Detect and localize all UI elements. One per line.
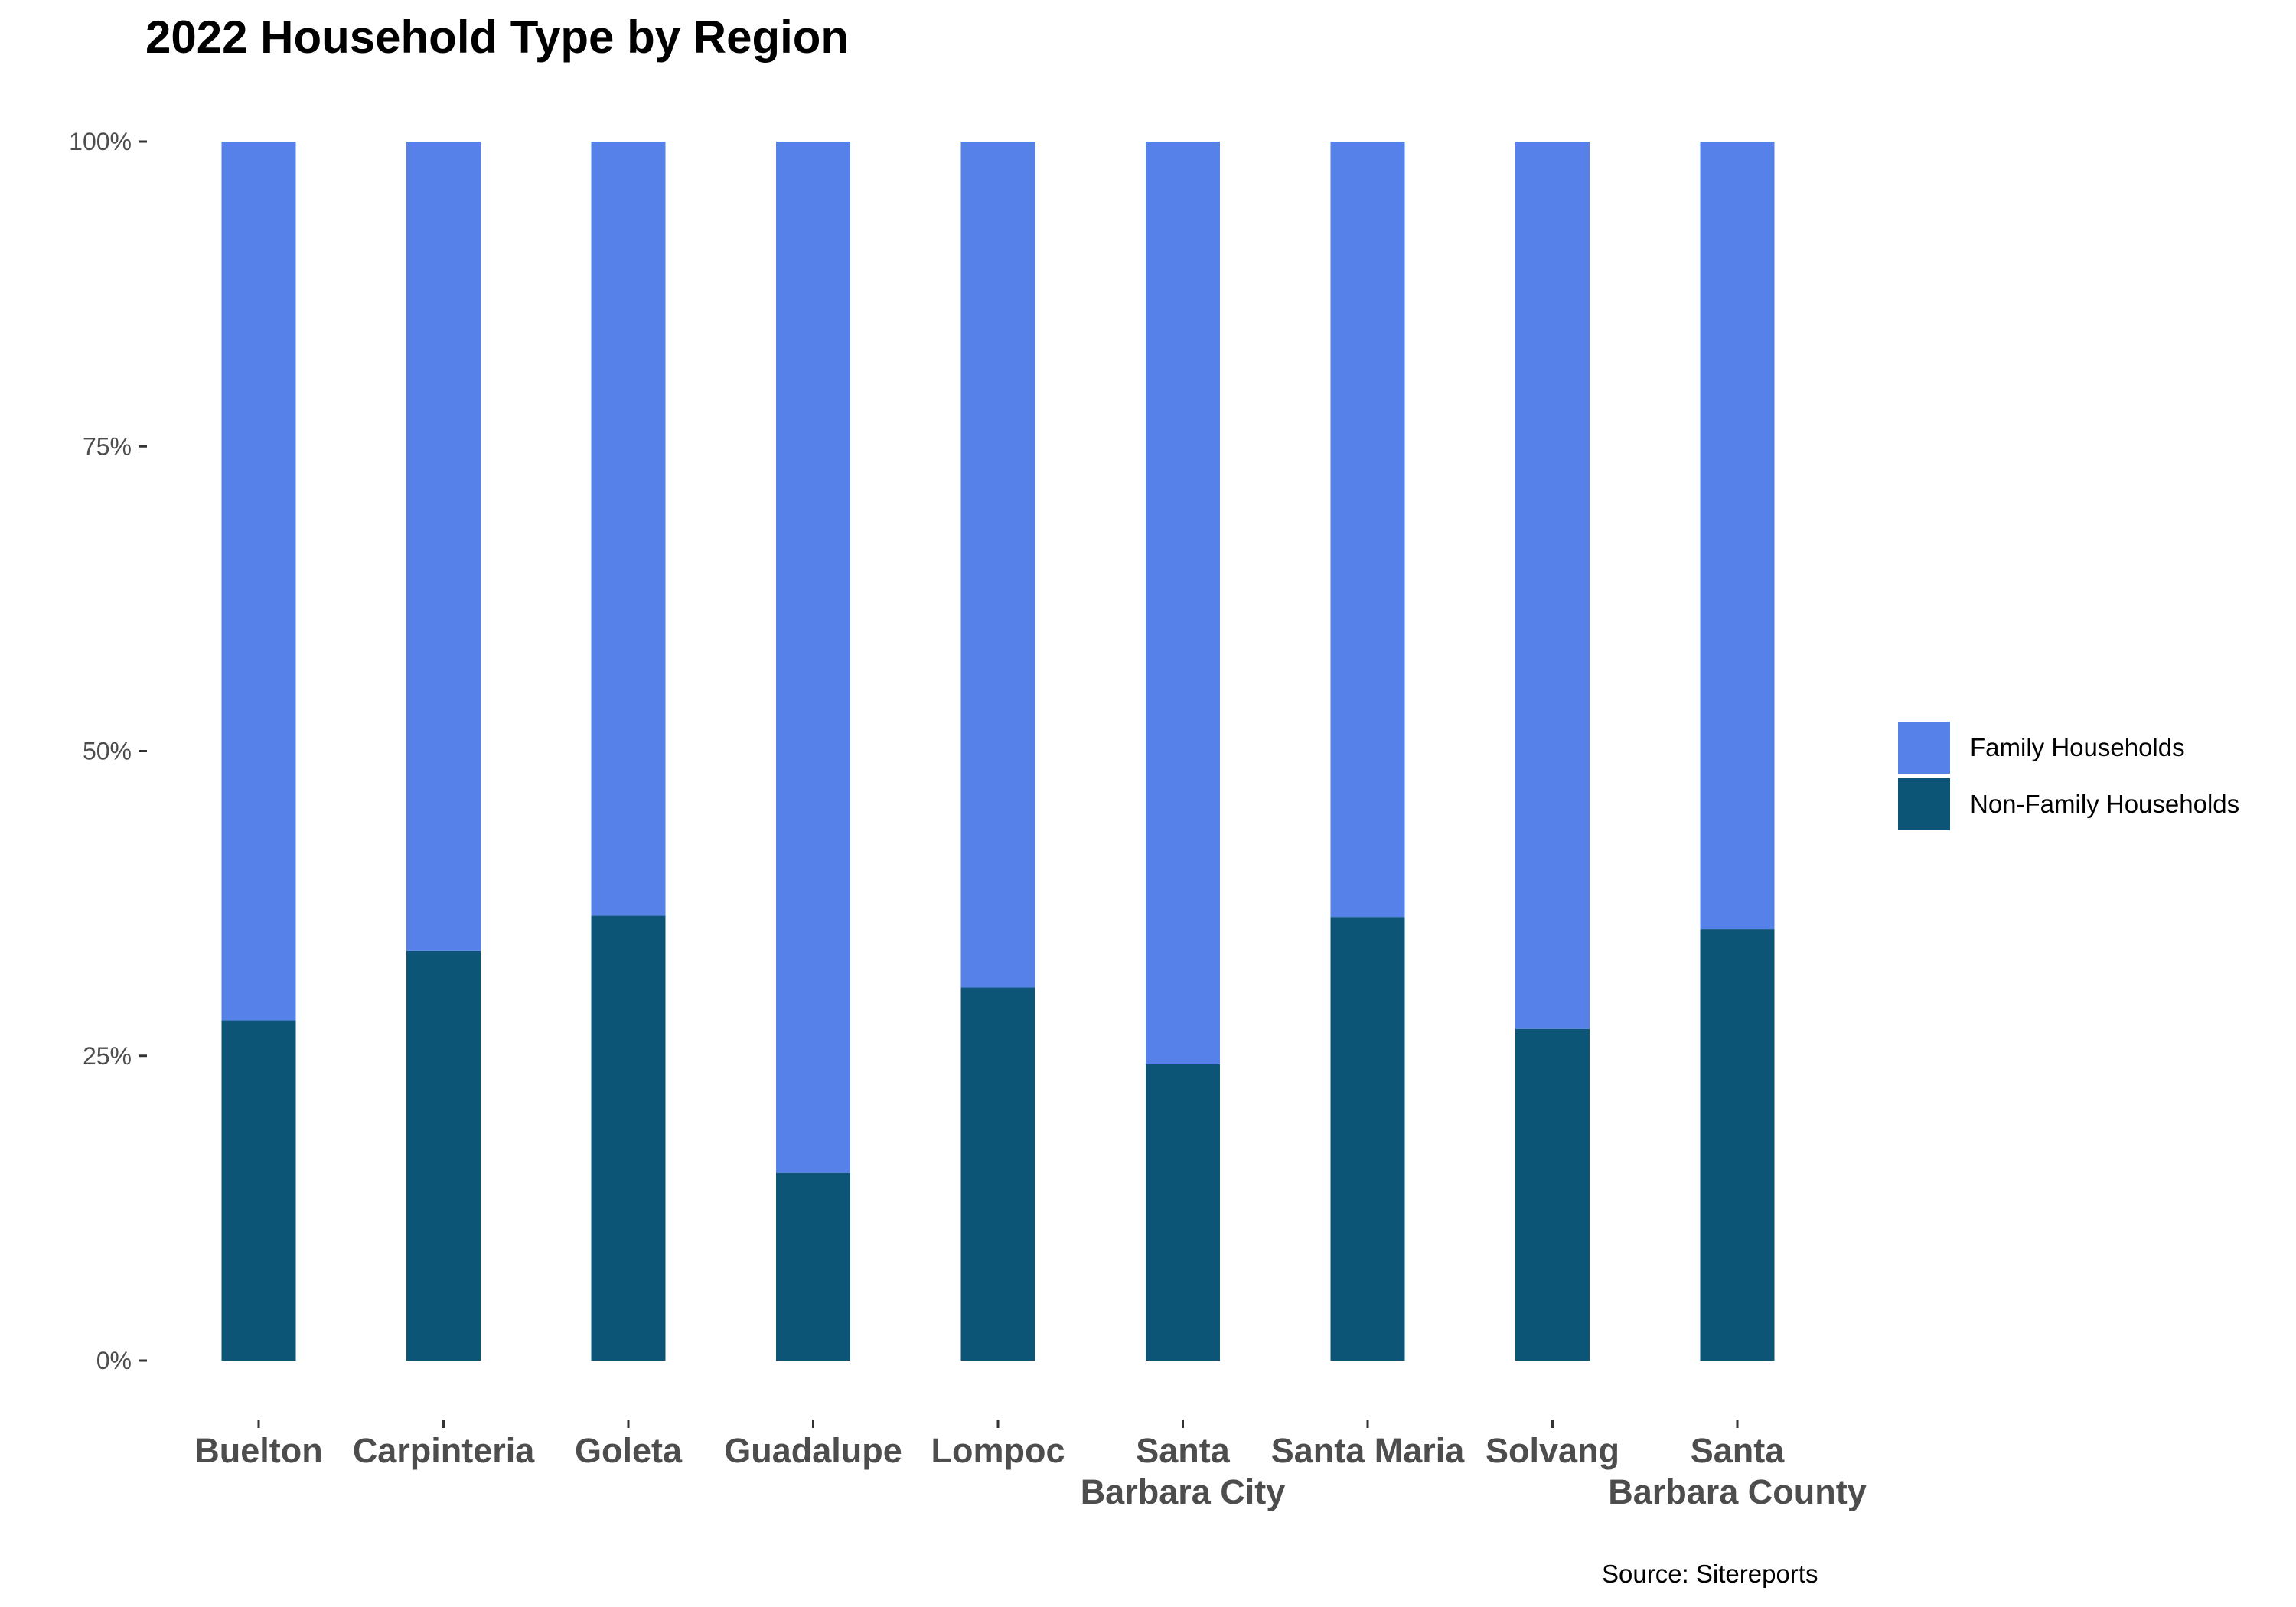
bar-non-family-households <box>1330 917 1405 1361</box>
legend-item-family[interactable]: Family Households <box>1898 719 2239 776</box>
x-tick-label: Guadalupe <box>724 1431 902 1470</box>
source-note: Source: Sitereports <box>1602 1560 1818 1588</box>
x-tick-label: Lompoc <box>931 1431 1065 1470</box>
legend-item-non-family[interactable]: Non-Family Households <box>1898 776 2239 833</box>
bar-family-households <box>1330 142 1405 918</box>
y-axis: 0% 25% 50% 75% 100% <box>69 128 147 1374</box>
bar-family-households <box>1700 142 1775 930</box>
bar-non-family-households <box>1515 1028 1590 1361</box>
bar-non-family-households <box>960 987 1035 1361</box>
bar-non-family-households <box>776 1172 850 1361</box>
bar-family-households <box>1515 142 1590 1029</box>
x-tick-label: Santa Barbara City <box>1081 1431 1286 1511</box>
legend-label-non-family: Non-Family Households <box>1970 790 2240 818</box>
y-tick-label: 100% <box>69 128 132 155</box>
bar-family-households <box>1146 142 1220 1064</box>
bar-family-households <box>776 142 850 1173</box>
bar-family-households <box>221 142 296 1021</box>
bar-non-family-households <box>591 915 666 1361</box>
x-tick-label: Santa Barbara County <box>1608 1431 1867 1511</box>
x-tick-label: Buelton <box>194 1431 322 1470</box>
y-tick-label: 75% <box>83 432 132 460</box>
bar-non-family-households <box>221 1020 296 1361</box>
bar-non-family-households <box>1146 1064 1220 1361</box>
x-tick-label: Solvang <box>1486 1431 1619 1470</box>
x-axis: Buelton Carpinteria Goleta Guadalupe Lompoc S… <box>194 1420 1867 1511</box>
legend-swatch-non-family <box>1898 778 1950 830</box>
y-tick-label: 0% <box>96 1347 132 1374</box>
bar-family-households <box>406 142 481 951</box>
x-tick-label: Carpinteria <box>353 1431 536 1470</box>
bar-family-households <box>591 142 666 916</box>
bars-group <box>221 142 1775 1361</box>
legend: Family Households Non-Family Households <box>1898 719 2239 833</box>
legend-swatch-family <box>1898 722 1950 774</box>
x-tick-label: Goleta <box>575 1431 683 1470</box>
y-tick-label: 50% <box>83 738 132 765</box>
y-tick-label: 25% <box>83 1042 132 1070</box>
bar-non-family-households <box>1700 929 1775 1361</box>
chart-title: 2022 Household Type by Region <box>145 11 850 63</box>
bar-family-households <box>960 142 1035 988</box>
bar-non-family-households <box>406 950 481 1361</box>
legend-label-family: Family Households <box>1970 733 2185 761</box>
x-tick-label: Santa Maria <box>1271 1431 1466 1470</box>
